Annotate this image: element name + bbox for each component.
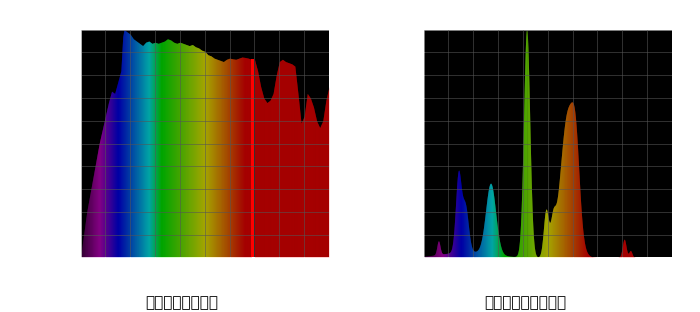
X-axis label: 波長(nm): 波長(nm): [186, 275, 223, 285]
Text: 蛍光灯のスペクトル: 蛍光灯のスペクトル: [484, 295, 566, 310]
Text: 相
対
強
度: 相 対 強 度: [35, 114, 42, 161]
Text: 相
対
強
度: 相 対 強 度: [378, 114, 385, 161]
X-axis label: 波長(nm): 波長(nm): [529, 275, 566, 285]
Text: 太陽のスペクトル: 太陽のスペクトル: [146, 295, 218, 310]
